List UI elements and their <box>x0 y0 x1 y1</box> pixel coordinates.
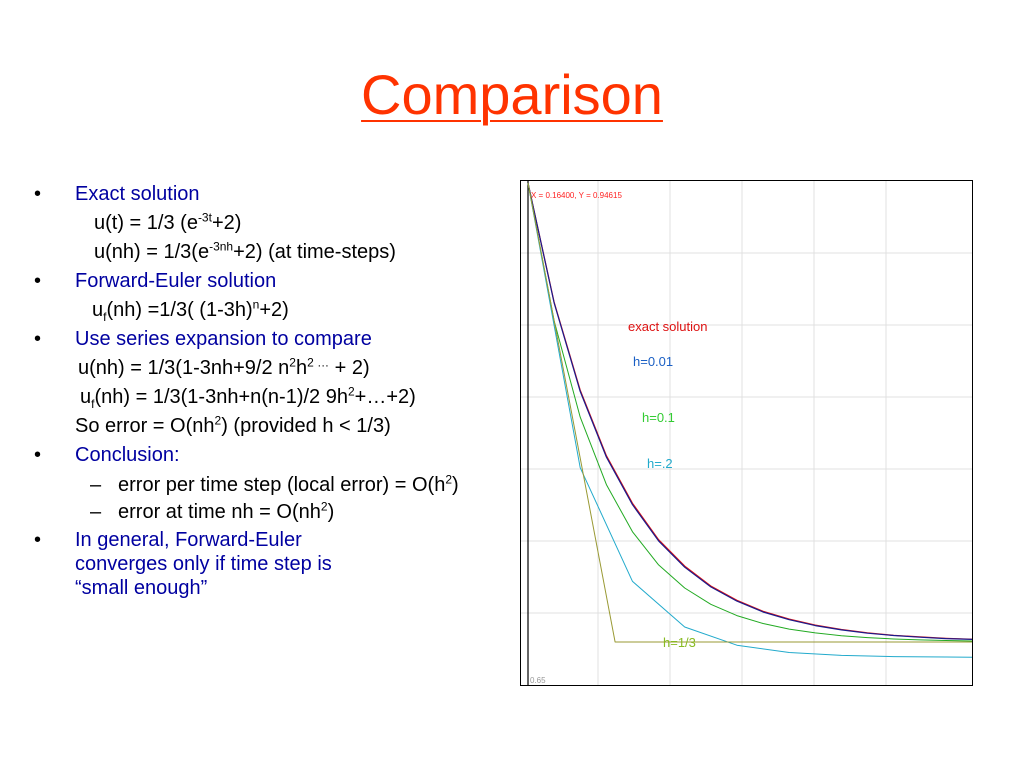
bullet-text-line-3: “small enough” <box>75 577 208 599</box>
chart-grid <box>521 181 972 685</box>
bullet-text-line-1: In general, Forward-Euler <box>75 529 302 551</box>
series-euler: uf(nh) = 1/3(1-3nh+n(n-1)/2 9h2+…+2) <box>80 384 416 411</box>
series-label-h-0-1: h=0.1 <box>642 410 675 425</box>
series-line-exact-solution <box>527 182 973 640</box>
slide-body: • Exact solution u(t) = 1/3 (e-3t+2) u(n… <box>34 180 504 600</box>
chart-series-labels: exact solution h=0.01 h=0.1 h=.2 h=1/3 <box>628 319 708 650</box>
conclusion-local-error: – error per time step (local error) = O(… <box>90 472 459 496</box>
bullet-dot: • <box>34 328 42 350</box>
bullet-text: Conclusion: <box>75 444 180 466</box>
bullet-dot: • <box>34 529 42 551</box>
slide-title: Comparison <box>361 63 663 126</box>
chart-curves <box>527 182 973 658</box>
bullet-series-expansion: • Use series expansion to compare <box>34 325 504 354</box>
dash-symbol: – <box>90 474 102 496</box>
bullet-exact-solution: • Exact solution <box>34 180 504 209</box>
euler-formula: uf(nh) =1/3( (1-3h)n+2) <box>92 297 289 324</box>
series-line-h-0-1 <box>527 182 973 642</box>
series-line-h-0-01 <box>527 182 973 640</box>
bullet-text: Forward-Euler solution <box>75 270 277 292</box>
bullet-general: • In general, Forward-Euler converges on… <box>34 528 504 600</box>
bullet-dot: • <box>34 270 42 292</box>
series-line-h-2 <box>527 182 973 658</box>
exact-formula-continuous: u(t) = 1/3 (e-3t+2) <box>94 210 242 234</box>
bullet-dot: • <box>34 444 42 466</box>
bullet-text: Use series expansion to compare <box>75 328 372 350</box>
bullet-text: Exact solution <box>75 183 200 205</box>
cursor-readout: X = 0.16400, Y = 0.94615 <box>531 191 622 200</box>
bullet-dot: • <box>34 183 42 205</box>
series-line-h-1-3 <box>527 182 972 643</box>
series-label-h-0-01: h=0.01 <box>633 354 673 369</box>
y-tick-label: 0.65 <box>530 676 546 685</box>
bullet-conclusion: • Conclusion: <box>34 441 504 470</box>
conclusion-global-error: – error at time nh = O(nh2) <box>90 499 335 523</box>
series-error: So error = O(nh2) (provided h < 1/3) <box>75 413 391 437</box>
exact-formula-timesteps: u(nh) = 1/3(e-3nh+2) (at time-steps) <box>94 239 396 263</box>
series-label-exact-solution: exact solution <box>628 319 708 334</box>
series-exact: u(nh) = 1/3(1-3nh+9/2 n2h2 … + 2) <box>78 355 370 379</box>
bullet-forward-euler: • Forward-Euler solution <box>34 267 504 296</box>
series-label-h-2: h=.2 <box>647 456 673 471</box>
comparison-chart: exact solution h=0.01 h=0.1 h=.2 h=1/3 X = 0… <box>521 181 973 685</box>
dash-symbol: – <box>90 501 102 523</box>
bullet-text-line-2: converges only if time step is <box>75 553 332 575</box>
comparison-plot: exact solution h=0.01 h=0.1 h=.2 h=1/3 X = 0… <box>520 180 973 686</box>
series-label-h-1-3: h=1/3 <box>663 635 696 650</box>
